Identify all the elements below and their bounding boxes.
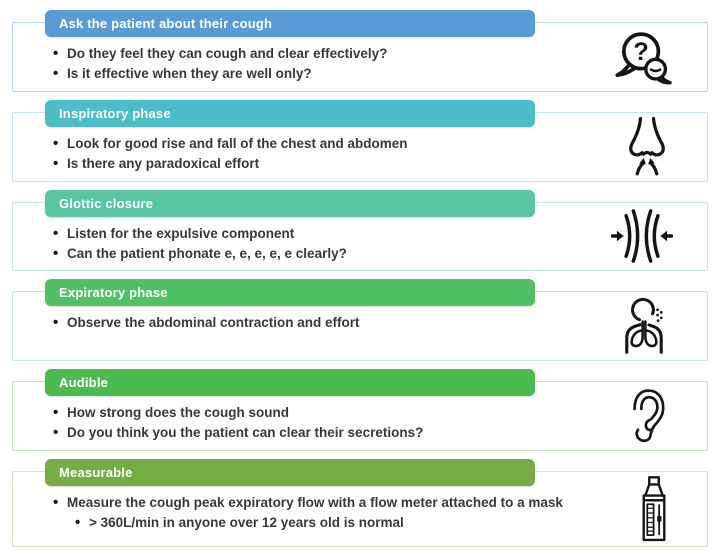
nose-inhale-icon [621, 115, 673, 179]
bullet-list: Observe the abdominal contraction and ef… [53, 312, 597, 335]
bullet-list: Do they feel they can cough and clear ef… [53, 43, 597, 86]
bullet-item: Is it effective when they are well only? [53, 63, 597, 86]
section-title: Measurable [59, 465, 133, 480]
section-header: Expiratory phase [45, 279, 535, 306]
section-header: Inspiratory phase [45, 99, 535, 127]
peak-flow-meter-icon [635, 474, 673, 544]
bullet-item: Measure the cough peak expiratory flow w… [53, 492, 597, 515]
section-title: Expiratory phase [59, 285, 168, 300]
bullet-item: Can the patient phonate e, e, e, e, e cl… [53, 243, 597, 266]
section-title: Ask the patient about their cough [59, 16, 273, 31]
bullet-item: Observe the abdominal contraction and ef… [53, 312, 597, 335]
section-expiratory-phase: Expiratory phase Observe the abdominal c… [12, 279, 708, 361]
section-header: Ask the patient about their cough [45, 10, 535, 37]
ear-icon [623, 385, 673, 447]
vocal-cords-icon [611, 208, 673, 264]
section-title: Glottic closure [59, 195, 154, 211]
section-ask-cough: Ask the patient about their cough Do the… [12, 10, 708, 92]
section-header: Audible [45, 369, 535, 396]
coughing-person-lungs-icon [615, 294, 673, 358]
section-title: Audible [59, 375, 109, 390]
bullet-item: Is there any paradoxical effort [53, 153, 597, 176]
section-glottic-closure: Glottic closure Listen for the expulsive… [12, 189, 708, 271]
section-header: Measurable [45, 459, 535, 486]
svg-text:?: ? [633, 38, 648, 66]
section-header: Glottic closure [45, 189, 535, 217]
section-measurable: Measurable Measure the cough peak expira… [12, 459, 708, 547]
bullet-list: Listen for the expulsive component Can t… [53, 222, 597, 266]
bullet-item: Listen for the expulsive component [53, 222, 597, 245]
bullet-item: Do you think you the patient can clear t… [53, 422, 597, 445]
section-title: Inspiratory phase [59, 105, 171, 121]
section-audible: Audible How strong does the cough sound … [12, 369, 708, 451]
bullet-item: Look for good rise and fall of the chest… [53, 132, 597, 155]
bullet-item: How strong does the cough sound [53, 402, 597, 425]
bullet-item: Do they feel they can cough and clear ef… [53, 43, 597, 66]
speech-bubbles-question-icon: ? [613, 29, 673, 85]
sub-bullet-item: > 360L/min in anyone over 12 years old i… [75, 512, 597, 535]
bullet-list: How strong does the cough sound Do you t… [53, 402, 597, 445]
section-inspiratory-phase: Inspiratory phase Look for good rise and… [12, 99, 708, 182]
bullet-list: Look for good rise and fall of the chest… [53, 132, 597, 176]
bullet-list: Measure the cough peak expiratory flow w… [53, 492, 597, 535]
